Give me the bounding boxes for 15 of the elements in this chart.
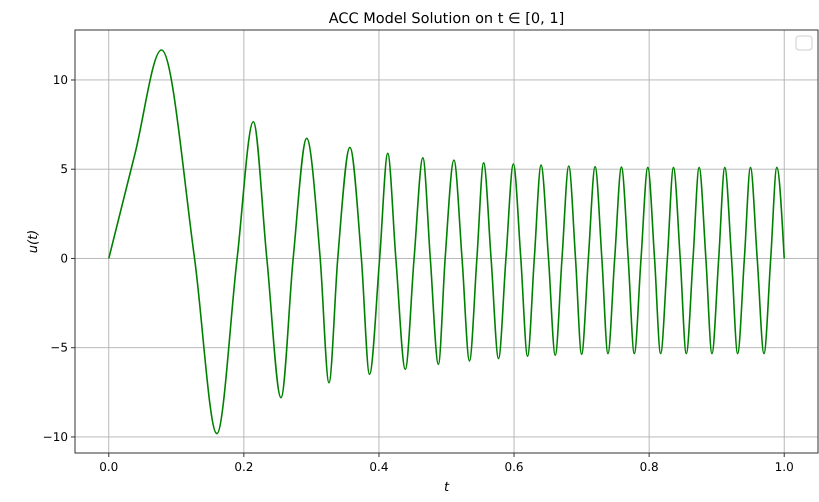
- chart-title: ACC Model Solution on t ∈ [0, 1]: [328, 11, 564, 27]
- y-tick-label: 10: [52, 72, 68, 87]
- x-tick-label: 0.0: [99, 460, 118, 474]
- y-tick-label: −5: [50, 340, 68, 355]
- x-tick-label: 0.8: [640, 460, 659, 474]
- line-series: [108, 49, 786, 434]
- x-axis-title: t: [444, 480, 450, 495]
- y-tick-label: 0: [60, 251, 68, 266]
- x-tick-label: 0.4: [369, 460, 388, 474]
- y-tick-label: −10: [42, 430, 68, 444]
- y-axis-title: u(t): [26, 230, 41, 254]
- x-tick-label: 0.2: [234, 460, 254, 474]
- x-tick-label: 1.0: [774, 460, 794, 474]
- y-tick-label: 5: [60, 162, 68, 176]
- x-tick-label: 0.6: [504, 460, 524, 474]
